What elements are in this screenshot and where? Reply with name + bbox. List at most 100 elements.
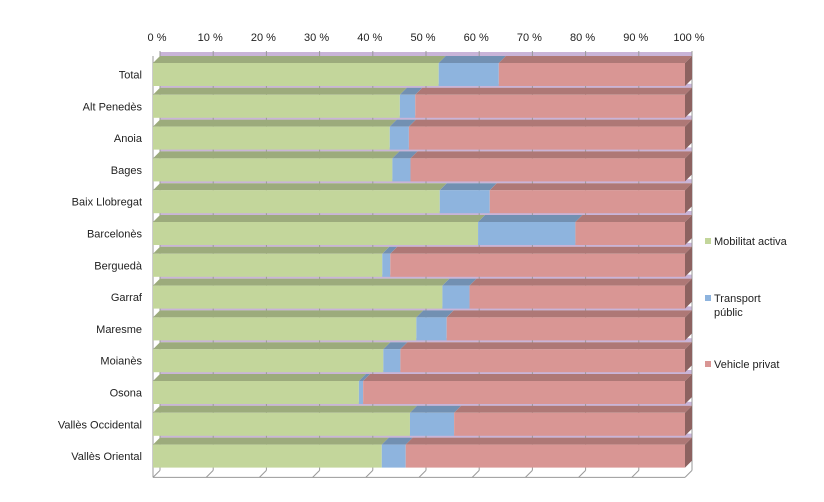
bar-top-mobilitat-activa [153,310,424,318]
category-label: Bages [111,165,143,177]
legend-label: Mobilitat activa [714,236,788,248]
bar-side [685,374,692,404]
bar-top-transport-p-blic [478,215,583,222]
x-tick-label: 100 % [673,32,704,44]
bar-top-mobilitat-activa [153,87,407,95]
bar-segment-vehicle-privat [405,444,685,468]
bar-top-transport-p-blic [383,342,408,350]
axis-tick [418,470,427,478]
bar-segment-transport-p-blic [439,190,490,214]
bar-top-mobilitat-activa [153,278,450,286]
x-tick-label: 60 % [464,32,489,44]
x-tick-label: 30 % [304,32,329,44]
legend-swatch [705,361,711,367]
x-tick-label: 20 % [251,32,276,44]
bar-top-vehicle-privat [410,151,692,159]
bar-side [685,151,692,182]
bar-segment-mobilitat-activa [153,412,410,436]
bar-top-vehicle-privat [575,215,692,222]
x-tick-label: 10 % [198,32,223,44]
bar-segment-mobilitat-activa [153,253,383,277]
bar-top-transport-p-blic [442,278,477,286]
bar-segment-transport-p-blic [438,63,499,86]
bar-segment-vehicle-privat [446,317,685,341]
x-tick-label: 40 % [357,32,382,44]
bar-top-vehicle-privat [415,87,692,95]
bar-top-transport-p-blic [399,87,423,95]
bar-segment-mobilitat-activa [153,317,417,341]
category-label: Vallès Oriental [71,451,142,463]
category-label: Vallès Occidental [58,419,142,431]
category-label: Maresme [96,324,142,336]
bar-top-vehicle-privat [390,246,692,254]
bar-top-mobilitat-activa [153,215,486,222]
axis-tick [631,470,640,478]
axis-tick [312,470,320,478]
legend-label: Transport públic [714,293,761,319]
bar-top-vehicle-privat [405,437,692,445]
category-label: Baix Llobregat [72,197,142,209]
bar-segment-transport-p-blic [442,285,470,309]
bar-top-mobilitat-activa [153,374,366,381]
bar-top-transport-p-blic [439,183,497,191]
legend-swatch [705,238,711,244]
bar-top-transport-p-blic [416,310,454,318]
bar-top-mobilitat-activa [153,342,391,350]
bar-segment-vehicle-privat [575,222,685,245]
bar-segment-vehicle-privat [363,381,685,404]
category-label: Moianès [100,356,142,368]
bar-side [685,87,692,118]
category-label: Berguedà [94,260,143,272]
bar-top-transport-p-blic [382,246,398,254]
category-label: Anoia [114,133,143,145]
bar-top-mobilitat-activa [153,151,400,159]
axis-tick [525,470,533,478]
bar-top-vehicle-privat [363,374,692,381]
legend-label: Vehicle privat [714,359,779,371]
bar-segment-vehicle-privat [410,158,685,182]
bar-segment-mobilitat-activa [153,222,479,245]
bar-top-mobilitat-activa [153,246,390,254]
bar-segment-transport-p-blic [409,412,455,436]
axis-tick [684,470,693,478]
bar-segment-vehicle-privat [498,63,685,86]
bar-top-transport-p-blic [409,405,462,413]
bar-top-mobilitat-activa [153,119,397,127]
bar-top-transport-p-blic [381,437,413,445]
bar-top-transport-p-blic [438,56,506,63]
bar-top-vehicle-privat [489,183,692,191]
bar-top-vehicle-privat [454,405,692,413]
bar-top-mobilitat-activa [153,56,446,63]
bar-side [685,215,692,245]
category-label: Alt Penedès [83,101,143,113]
bar-top-mobilitat-activa [153,183,447,191]
bar-segment-mobilitat-activa [153,158,393,182]
axis-tick [471,470,480,478]
bar-segment-transport-p-blic [416,317,447,341]
bar-top-vehicle-privat [400,342,692,350]
bar-top-transport-p-blic [358,374,371,381]
bar-segment-mobilitat-activa [153,381,359,404]
bar-segment-mobilitat-activa [153,190,440,214]
bar-segment-vehicle-privat [489,190,685,214]
bar-top-mobilitat-activa [153,437,389,445]
bar-segment-mobilitat-activa [153,349,384,373]
bar-segment-transport-p-blic [381,444,406,468]
axis-tick [152,470,161,478]
axis-tick [365,470,374,478]
bar-segment-mobilitat-activa [153,285,443,309]
bar-top-vehicle-privat [446,310,692,318]
bar-top-vehicle-privat [408,119,692,127]
bar-side [685,310,692,341]
bar-side [685,56,692,86]
bar-segment-mobilitat-activa [153,444,382,468]
bar-segment-vehicle-privat [415,94,685,118]
bar-segment-transport-p-blic [389,126,409,150]
bar-segment-vehicle-privat [390,253,685,277]
bar-top-vehicle-privat [469,278,692,286]
bar-segment-transport-p-blic [392,158,411,182]
bar-segment-transport-p-blic [358,381,364,404]
bar-segment-vehicle-privat [400,349,685,373]
bar-segment-vehicle-privat [408,126,685,150]
